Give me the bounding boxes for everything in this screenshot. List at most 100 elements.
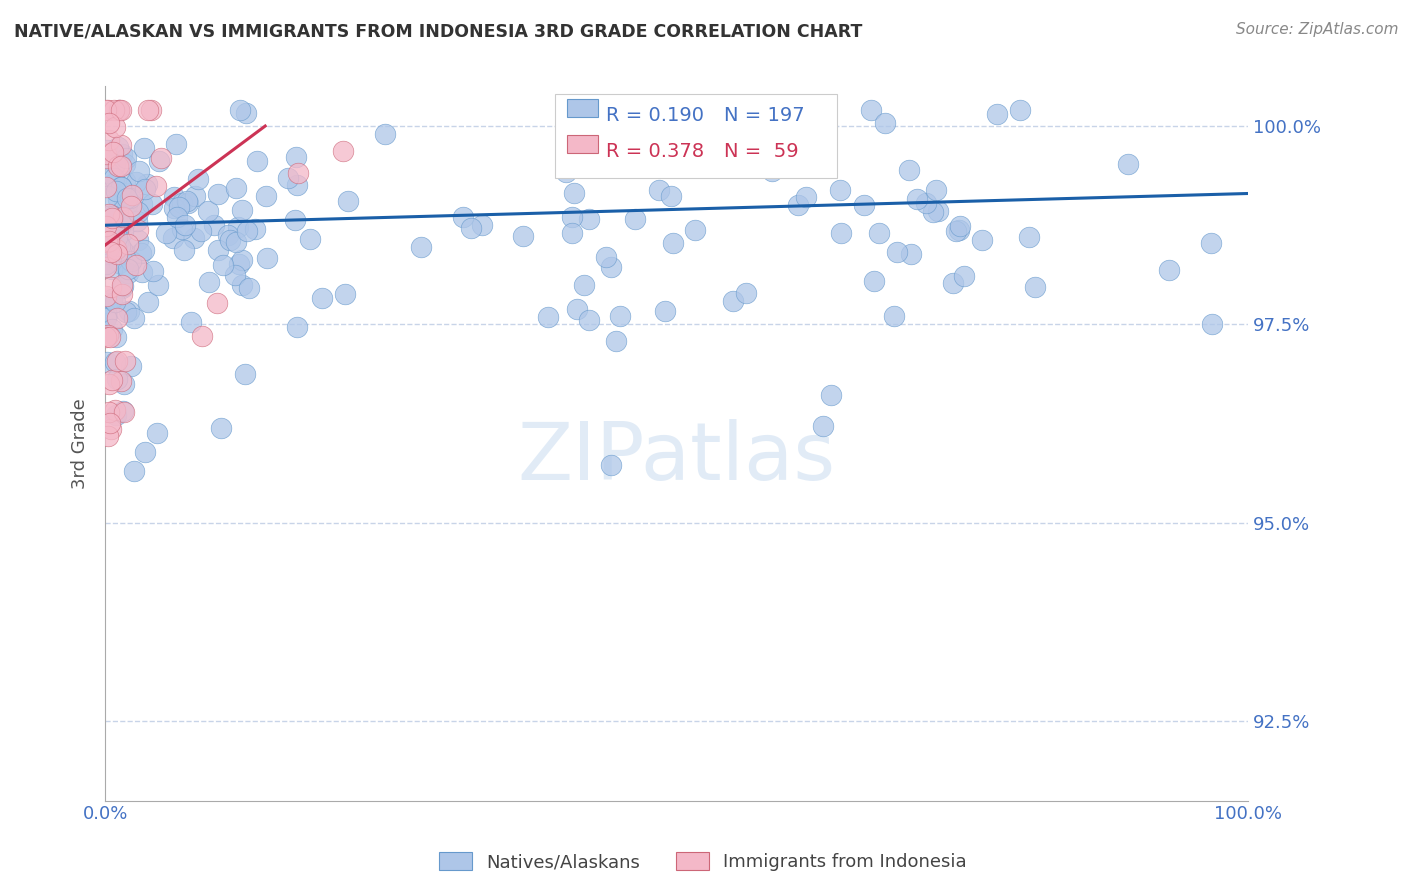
Point xyxy=(107,103,129,118)
Point xyxy=(122,311,145,326)
Point xyxy=(609,309,631,323)
Point xyxy=(224,268,246,283)
Point xyxy=(112,244,135,259)
Point xyxy=(146,425,169,440)
Point xyxy=(460,220,482,235)
Point xyxy=(100,244,122,259)
Point xyxy=(600,260,623,274)
Point xyxy=(146,277,169,292)
Point xyxy=(207,186,229,201)
Point xyxy=(100,208,122,222)
Point xyxy=(595,250,617,264)
Point xyxy=(110,374,132,388)
Point xyxy=(949,219,972,234)
Point xyxy=(873,116,896,130)
Point xyxy=(101,210,124,224)
Point xyxy=(118,304,141,318)
Point xyxy=(125,176,148,190)
Point xyxy=(285,150,308,164)
Point xyxy=(103,103,125,118)
Y-axis label: 3rd Grade: 3rd Grade xyxy=(72,398,89,489)
Point xyxy=(131,265,153,279)
Point xyxy=(96,296,118,310)
Point xyxy=(110,238,132,252)
Point xyxy=(333,286,356,301)
Point xyxy=(207,244,229,258)
Text: NATIVE/ALASKAN VS IMMIGRANTS FROM INDONESIA 3RD GRADE CORRELATION CHART: NATIVE/ALASKAN VS IMMIGRANTS FROM INDONE… xyxy=(14,22,862,40)
Point xyxy=(1159,263,1181,277)
Point xyxy=(734,285,756,300)
Point xyxy=(108,103,131,118)
Point xyxy=(560,210,582,224)
Point xyxy=(654,304,676,318)
Point xyxy=(117,196,139,211)
Point xyxy=(165,137,187,152)
Point xyxy=(142,264,165,278)
Point xyxy=(1018,230,1040,244)
Point xyxy=(98,376,121,391)
Point xyxy=(238,280,260,294)
Point xyxy=(298,232,321,246)
Point xyxy=(97,328,120,343)
Point xyxy=(110,180,132,194)
Point xyxy=(141,197,163,211)
Point xyxy=(105,311,128,326)
Point xyxy=(853,198,876,212)
Point xyxy=(110,179,132,194)
Point xyxy=(120,199,142,213)
Point xyxy=(101,261,124,276)
Point xyxy=(897,162,920,177)
Point xyxy=(100,422,122,436)
Point xyxy=(332,144,354,158)
Point xyxy=(794,190,817,204)
Point xyxy=(659,188,682,202)
Point xyxy=(721,294,744,309)
Point xyxy=(98,234,121,248)
Point xyxy=(177,195,200,210)
Point xyxy=(94,260,117,274)
Point xyxy=(578,212,600,227)
Point xyxy=(190,329,212,343)
Point xyxy=(1201,318,1223,332)
Point xyxy=(411,240,433,254)
Point xyxy=(117,261,139,276)
Point xyxy=(110,286,132,301)
Point xyxy=(127,222,149,236)
Point xyxy=(197,204,219,219)
Point xyxy=(225,235,247,250)
Point xyxy=(905,192,928,206)
Point xyxy=(114,193,136,207)
Point xyxy=(187,171,209,186)
Point xyxy=(986,107,1008,121)
Point xyxy=(97,188,120,202)
Point xyxy=(217,228,239,243)
Point xyxy=(110,217,132,231)
Point xyxy=(205,295,228,310)
Point xyxy=(145,179,167,194)
Point xyxy=(97,207,120,221)
Point xyxy=(886,245,908,260)
Point xyxy=(100,280,122,294)
Point xyxy=(820,388,842,402)
Point xyxy=(112,215,135,229)
Point xyxy=(1010,103,1032,118)
Point xyxy=(245,222,267,236)
Point xyxy=(125,258,148,272)
Point xyxy=(287,166,309,180)
Point xyxy=(122,464,145,478)
Point xyxy=(927,204,949,219)
Point xyxy=(112,376,135,391)
Point xyxy=(231,252,253,267)
Point xyxy=(180,316,202,330)
Point xyxy=(136,103,159,118)
Point xyxy=(948,223,970,237)
Point xyxy=(190,224,212,238)
Point xyxy=(555,165,578,179)
Point xyxy=(96,247,118,261)
Point xyxy=(134,444,156,458)
Point xyxy=(683,222,706,236)
Point xyxy=(97,428,120,442)
Point xyxy=(104,242,127,256)
Point xyxy=(1116,157,1139,171)
Point xyxy=(868,226,890,240)
